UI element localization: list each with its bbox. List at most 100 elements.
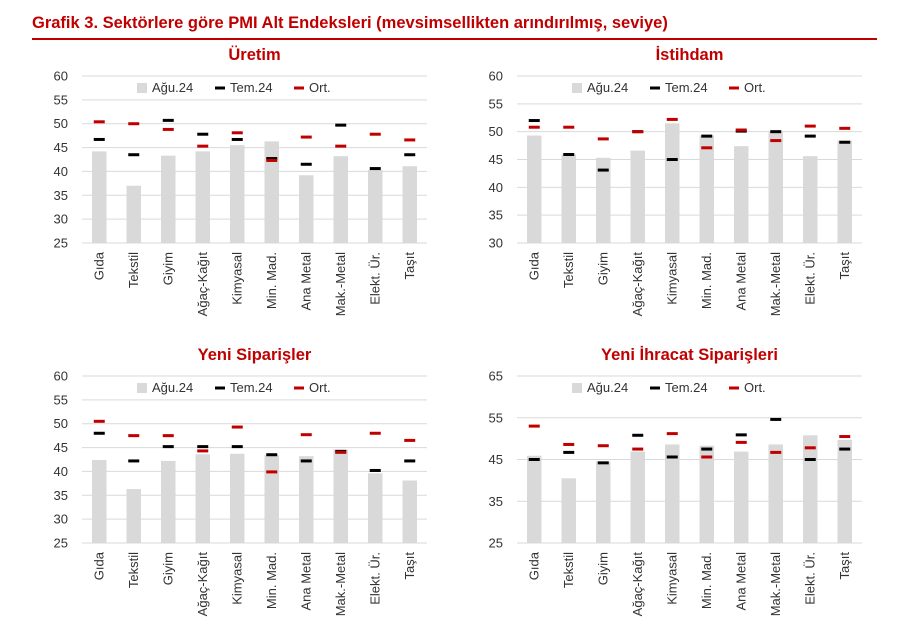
bar-uretim-elekt-ur: [368, 169, 383, 243]
y-tick-label-uretim-50: 50: [54, 116, 68, 131]
bar-yeni-siparisler-tasit: [402, 480, 417, 543]
x-tick-label-uretim-giyim: Giyim: [160, 252, 175, 285]
legend-label-yeni-ihracat-siparisleri-agu24: Ağu.24: [587, 380, 628, 395]
x-tick-label-istihdam-giyim: Giyim: [595, 252, 610, 285]
y-tick-label-yeni-ihracat-siparisleri-45: 45: [489, 452, 503, 467]
x-tick-label-yeni-siparisler-kimyasal: Kimyasal: [229, 552, 244, 605]
y-tick-label-uretim-30: 30: [54, 212, 68, 227]
y-tick-label-yeni-siparisler-30: 30: [54, 512, 68, 527]
chart-title-yeni-ihracat-siparisleri: Yeni İhracat Siparişleri: [601, 346, 778, 364]
x-tick-label-yeni-ihracat-siparisleri-tasit: Taşıt: [837, 552, 852, 580]
y-tick-label-uretim-60: 60: [54, 69, 68, 84]
y-tick-label-uretim-25: 25: [54, 236, 68, 251]
legend-label-yeni-ihracat-siparisleri-tem24: Tem.24: [665, 380, 708, 395]
legend-label-istihdam-agu24: Ağu.24: [587, 80, 628, 95]
bar-yeni-ihracat-siparisleri-agac-kagit: [630, 451, 645, 543]
x-tick-label-istihdam-agac-kagit: Ağaç-Kağıt: [630, 252, 645, 317]
y-tick-label-yeni-ihracat-siparisleri-65: 65: [489, 369, 503, 384]
x-tick-label-yeni-ihracat-siparisleri-min-mad: Min. Mad.: [699, 552, 714, 609]
bar-istihdam-elekt-ur: [803, 156, 818, 243]
bar-yeni-siparisler-agac-kagit: [195, 454, 210, 543]
bar-istihdam-gida: [527, 135, 542, 243]
bar-yeni-ihracat-siparisleri-kimyasal: [665, 444, 680, 543]
bar-yeni-ihracat-siparisleri-mak-metal: [768, 444, 783, 543]
chart-yeni-ihracat-siparisleri-svg: Yeni İhracat Siparişleri 25 35 45 55 65 Gıda Te…: [489, 346, 862, 616]
bar-yeni-ihracat-siparisleri-gida: [527, 455, 542, 543]
bar-uretim-gida: [92, 151, 107, 243]
legend-label-uretim-ort: Ort.: [309, 80, 331, 95]
x-tick-label-yeni-ihracat-siparisleri-mak-metal: Mak.-Metal: [768, 552, 783, 616]
x-tick-label-istihdam-kimyasal: Kimyasal: [664, 252, 679, 305]
y-tick-label-yeni-ihracat-siparisleri-25: 25: [489, 536, 503, 551]
y-tick-label-uretim-55: 55: [54, 92, 68, 107]
x-tick-label-uretim-gida: Gıda: [91, 251, 106, 280]
bar-istihdam-min-mad: [699, 135, 714, 243]
legend-label-yeni-siparisler-tem24: Tem.24: [230, 380, 273, 395]
x-tick-label-istihdam-gida: Gıda: [526, 251, 541, 280]
x-tick-label-yeni-ihracat-siparisleri-kimyasal: Kimyasal: [664, 552, 679, 605]
y-tick-label-uretim-45: 45: [54, 140, 68, 155]
x-tick-label-istihdam-tekstil: Tekstil: [561, 252, 576, 288]
legend-label-yeni-ihracat-siparisleri-ort: Ort.: [744, 380, 766, 395]
legend-label-yeni-siparisler-agu24: Ağu.24: [152, 380, 193, 395]
legend-swatch-yeni-ihracat-siparisleri-agu24: [572, 383, 582, 393]
x-tick-label-yeni-ihracat-siparisleri-ana-metal: Ana Metal: [733, 552, 748, 611]
x-tick-label-yeni-siparisler-ana-metal: Ana Metal: [298, 552, 313, 611]
chart-istihdam-svg: İstihdam 30 35 40 45 50 55 60 Gıda Tekstil Giyim Ağ…: [489, 46, 862, 317]
x-tick-label-uretim-agac-kagit: Ağaç-Kağıt: [195, 252, 210, 317]
bar-istihdam-ana-metal: [734, 146, 749, 243]
x-tick-label-uretim-min-mad: Min. Mad.: [264, 252, 279, 309]
x-tick-label-yeni-siparisler-tasit: Taşıt: [402, 552, 417, 580]
bar-istihdam-mak-metal: [768, 132, 783, 243]
x-tick-label-uretim-kimyasal: Kimyasal: [229, 252, 244, 305]
y-tick-label-yeni-siparisler-35: 35: [54, 488, 68, 503]
bar-yeni-siparisler-giyim: [161, 460, 176, 543]
bar-yeni-ihracat-siparisleri-elekt-ur: [803, 435, 818, 543]
legend-swatch-yeni-siparisler-agu24: [137, 383, 147, 393]
bar-istihdam-tekstil: [561, 154, 576, 243]
bar-uretim-giyim: [161, 155, 176, 243]
x-tick-label-yeni-ihracat-siparisleri-gida: Gıda: [526, 551, 541, 580]
bar-yeni-siparisler-min-mad: [264, 455, 279, 543]
chart-yeni-siparisler-svg: Yeni Siparişler 25 30 35 40 45 50 55 60 Gıda Tekst…: [54, 346, 427, 616]
legend-swatch-istihdam-agu24: [572, 83, 582, 93]
panel-istihdam: İstihdam 30 35 40 45 50 55 60 Gıda Tekstil Giyim Ağ…: [467, 40, 877, 340]
bar-yeni-siparisler-tekstil: [126, 489, 141, 543]
legend-label-istihdam-ort: Ort.: [744, 80, 766, 95]
x-tick-label-yeni-siparisler-min-mad: Min. Mad.: [264, 552, 279, 609]
y-tick-label-istihdam-35: 35: [489, 208, 503, 223]
bar-uretim-tekstil: [126, 185, 141, 243]
x-tick-label-yeni-ihracat-siparisleri-elekt-ur: Elekt. Ür.: [802, 552, 817, 605]
bar-uretim-mak-metal: [333, 156, 348, 243]
x-tick-label-uretim-tasit: Taşıt: [402, 252, 417, 280]
y-tick-label-istihdam-45: 45: [489, 152, 503, 167]
x-tick-label-uretim-elekt-ur: Elekt. Ür.: [367, 252, 382, 305]
bar-yeni-ihracat-siparisleri-tasit: [837, 439, 852, 543]
x-tick-label-yeni-siparisler-elekt-ur: Elekt. Ür.: [367, 552, 382, 605]
x-tick-label-uretim-tekstil: Tekstil: [126, 252, 141, 288]
y-tick-label-yeni-siparisler-40: 40: [54, 464, 68, 479]
bar-istihdam-giyim: [596, 157, 611, 243]
bar-yeni-siparisler-gida: [92, 459, 107, 543]
x-tick-label-istihdam-tasit: Taşıt: [837, 252, 852, 280]
x-tick-label-yeni-ihracat-siparisleri-tekstil: Tekstil: [561, 552, 576, 588]
legend-swatch-uretim-agu24: [137, 83, 147, 93]
title-underline: [32, 38, 877, 40]
panel-yeni-ihracat-siparisleri: Yeni İhracat Siparişleri 25 35 45 55 65 Gıda Te…: [467, 340, 877, 638]
bar-yeni-siparisler-kimyasal: [230, 453, 245, 543]
bar-uretim-min-mad: [264, 141, 279, 243]
x-tick-label-uretim-mak-metal: Mak.-Metal: [333, 252, 348, 316]
x-tick-label-yeni-siparisler-tekstil: Tekstil: [126, 552, 141, 588]
x-tick-label-istihdam-min-mad: Min. Mad.: [699, 252, 714, 309]
panel-yeni-siparisler: Yeni Siparişler 25 30 35 40 45 50 55 60 Gıda Tekst…: [32, 340, 442, 638]
legend-label-istihdam-tem24: Tem.24: [665, 80, 708, 95]
bar-yeni-ihracat-siparisleri-min-mad: [699, 445, 714, 543]
y-tick-label-yeni-siparisler-60: 60: [54, 369, 68, 384]
bar-istihdam-tasit: [837, 140, 852, 243]
x-tick-label-yeni-siparisler-giyim: Giyim: [160, 552, 175, 585]
y-tick-label-istihdam-30: 30: [489, 236, 503, 251]
x-tick-label-istihdam-elekt-ur: Elekt. Ür.: [802, 252, 817, 305]
bar-yeni-siparisler-mak-metal: [333, 449, 348, 543]
chart-title-istihdam: İstihdam: [656, 46, 724, 64]
y-tick-label-yeni-siparisler-55: 55: [54, 392, 68, 407]
